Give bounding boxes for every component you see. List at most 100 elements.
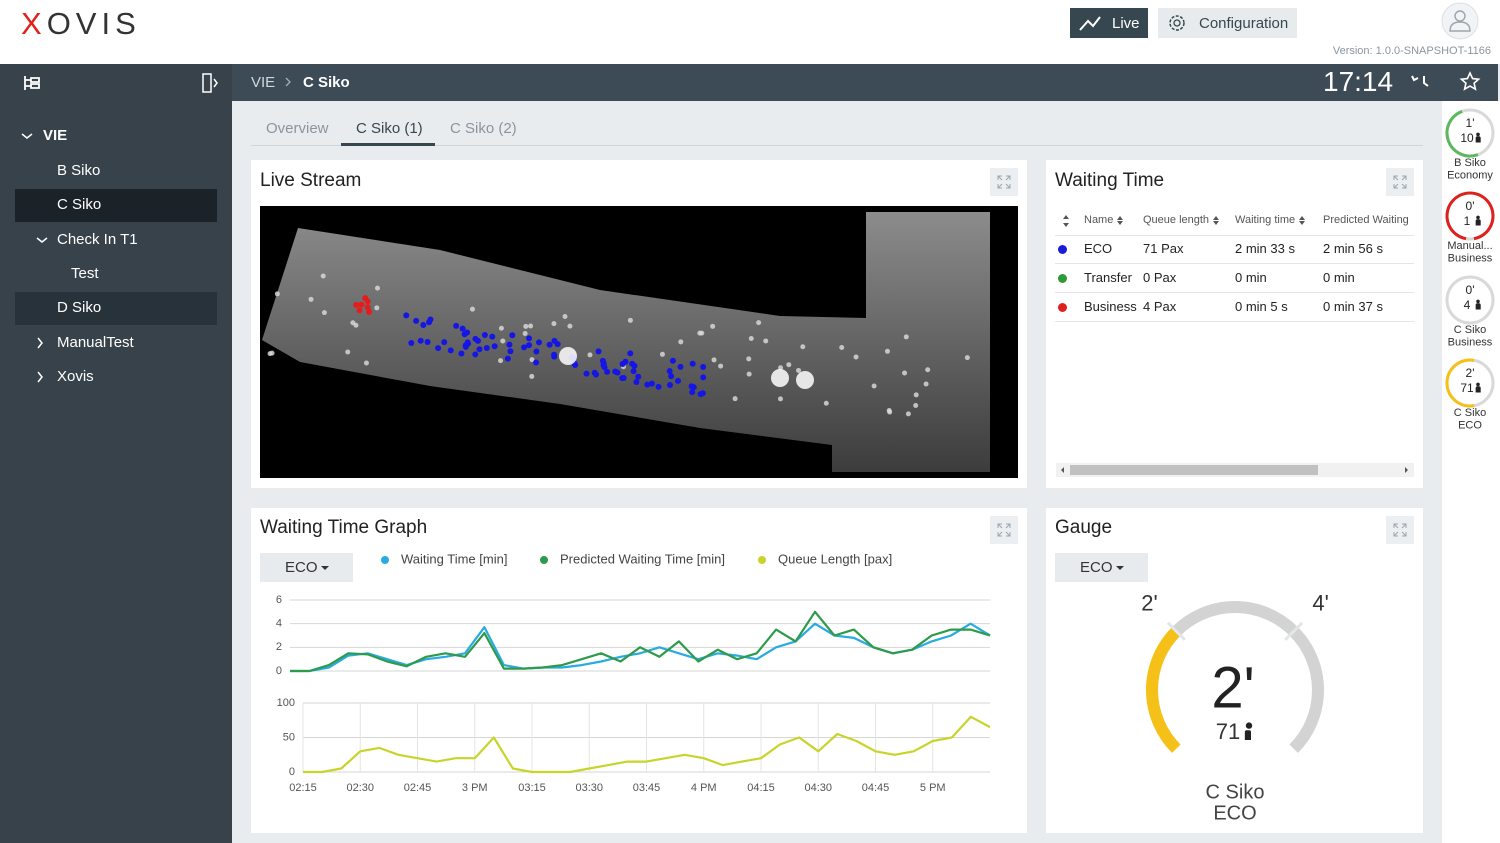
- tree-item[interactable]: VIE: [43, 127, 68, 144]
- camera-highlight: [777, 396, 783, 402]
- expand-icon: [997, 175, 1011, 189]
- expand-button[interactable]: [990, 516, 1018, 544]
- camera-highlight: [718, 363, 724, 369]
- rail-ring-status: [1445, 109, 1479, 158]
- tracked-person: [604, 368, 611, 375]
- tracked-person: [453, 322, 460, 329]
- gear-icon-hub: [1173, 19, 1181, 27]
- breadcrumb-item[interactable]: VIE: [251, 74, 276, 91]
- tracked-person: [491, 343, 498, 350]
- table-header[interactable]: Name: [1084, 214, 1124, 226]
- table-divider: [1055, 321, 1414, 322]
- dropdown-label[interactable]: ECO: [1080, 559, 1113, 576]
- camera-highlight: [567, 323, 573, 329]
- camera-highlight: [562, 314, 568, 320]
- camera-highlight: [903, 334, 909, 340]
- table-header[interactable]: Queue length: [1143, 214, 1220, 226]
- tree-item[interactable]: Xovis: [57, 368, 94, 385]
- camera-highlight: [756, 320, 762, 326]
- rail-name: Business: [1448, 336, 1493, 348]
- tab[interactable]: Overview: [266, 120, 329, 137]
- camera-highlight: [711, 357, 717, 363]
- person-icon-body: [1475, 136, 1481, 143]
- y-tick-label: 100: [277, 697, 295, 709]
- tree-item[interactable]: ManualTest: [57, 334, 134, 351]
- tracked-person: [481, 331, 488, 338]
- clock: 17:14: [1323, 66, 1394, 97]
- scrollbar-thumb[interactable]: [1070, 465, 1318, 475]
- tree-item[interactable]: B Siko: [57, 162, 101, 179]
- dropdown-label[interactable]: ECO: [285, 559, 318, 576]
- person-icon-head: [1476, 215, 1480, 220]
- dropdown-caret: [1116, 566, 1124, 570]
- camera-highlight: [925, 367, 931, 373]
- camera-highlight: [269, 350, 275, 356]
- tracked-person: [364, 298, 371, 305]
- table-header[interactable]: Predicted Waiting: [1323, 214, 1409, 226]
- tracked-person: [669, 357, 676, 364]
- table-header[interactable]: Waiting time: [1235, 214, 1306, 226]
- tree-item[interactable]: Check In T1: [57, 231, 138, 248]
- expand-button[interactable]: [1386, 168, 1414, 196]
- legend-marker: [540, 556, 548, 564]
- tracked-person: [689, 360, 696, 367]
- tracked-person: [595, 348, 602, 355]
- logo[interactable]: XOVIS: [21, 6, 141, 41]
- tree-item[interactable]: D Siko: [57, 299, 102, 316]
- table-cell: Business: [1084, 299, 1137, 314]
- tracked-person: [619, 360, 626, 367]
- tracked-person: [627, 350, 634, 357]
- collapse-chevron: [37, 337, 43, 349]
- status-dot: [1058, 274, 1067, 283]
- tree-item[interactable]: C Siko: [57, 196, 102, 213]
- star-icon: [1459, 71, 1481, 91]
- tracked-person: [630, 368, 637, 375]
- x-tick-label: 04:15: [747, 782, 775, 794]
- dropdown[interactable]: [1055, 553, 1148, 582]
- live-button[interactable]: Live: [1070, 8, 1148, 38]
- configuration-label: Configuration: [1199, 14, 1289, 32]
- expand-icon: [997, 523, 1011, 537]
- tracked-person: [366, 309, 373, 316]
- tracked-person: [591, 369, 598, 376]
- tracked-person: [533, 359, 540, 366]
- live-label: Live: [1112, 14, 1140, 32]
- tracked-person: [700, 363, 707, 370]
- tracked-person: [677, 363, 684, 370]
- tracked-person: [551, 351, 558, 358]
- tracked-person: [546, 341, 553, 348]
- camera-floor: [262, 212, 990, 472]
- legend-label[interactable]: Queue Length [pax]: [778, 551, 892, 566]
- legend-label[interactable]: Waiting Time [min]: [401, 551, 507, 566]
- camera-highlight: [884, 348, 890, 354]
- y-tick-label: 2: [276, 641, 282, 653]
- table-cell: ECO: [1084, 241, 1113, 256]
- camera-highlight: [500, 338, 506, 344]
- expand-icon: [1393, 175, 1407, 189]
- legend-label[interactable]: Predicted Waiting Time [min]: [560, 551, 725, 566]
- configuration-button[interactable]: Configuration: [1158, 8, 1297, 38]
- y-tick-label: 0: [276, 665, 282, 677]
- expand-chevron: [36, 237, 48, 243]
- tab[interactable]: C Siko (1): [356, 120, 423, 137]
- sort-icon: [1063, 215, 1069, 227]
- y-tick-label: 6: [276, 594, 282, 606]
- tracked-person: [472, 351, 479, 358]
- gauge-label: C Siko: [1206, 781, 1265, 803]
- series-line: [303, 715, 991, 774]
- dropdown[interactable]: [260, 553, 353, 582]
- tracked-person: [509, 332, 516, 339]
- camera-highlight: [710, 323, 716, 329]
- camera-highlight: [923, 381, 929, 387]
- tab[interactable]: C Siko (2): [450, 120, 517, 137]
- tracked-person: [364, 304, 371, 311]
- expand-button[interactable]: [990, 168, 1018, 196]
- x-tick-label: 04:45: [862, 782, 890, 794]
- expand-button[interactable]: [1386, 516, 1414, 544]
- gauge-label: ECO: [1213, 802, 1256, 824]
- light-spot: [559, 347, 577, 365]
- table-divider: [1055, 263, 1414, 264]
- tree-item[interactable]: Test: [71, 265, 99, 282]
- person-icon-body: [1475, 219, 1481, 226]
